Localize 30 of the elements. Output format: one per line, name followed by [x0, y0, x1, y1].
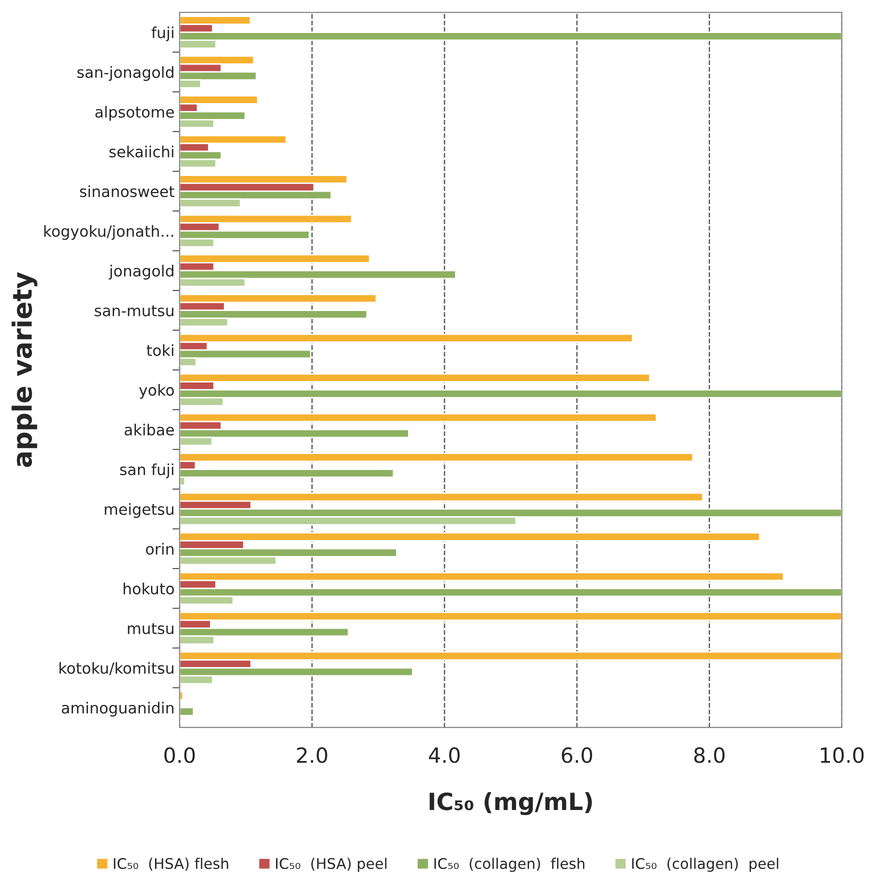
y-tick-label: toki: [146, 344, 174, 356]
y-tick-label: hokuto: [124, 582, 174, 594]
y-tick-label: alpsotome: [95, 106, 174, 121]
x-tick-label: 6.0: [562, 747, 592, 764]
x-axis-title: IC₅₀ (mg/mL): [430, 792, 592, 816]
y-tick-label: fuji: [152, 26, 174, 42]
y-tick-label: orin: [146, 542, 174, 555]
x-tick-label: 10.0: [820, 747, 864, 764]
y-axis-title: apple variety: [12, 272, 38, 468]
y-tick-label: kogyoku/jonath...: [44, 225, 174, 240]
legend-label: IC₅₀ (HSA) flesh: [114, 858, 228, 871]
y-tick-label: jonagold: [108, 264, 174, 280]
y-tick-label: kotoku/komitsu: [60, 662, 174, 676]
x-tick-label: 8.0: [694, 747, 725, 764]
x-tick-label: 0.0: [164, 747, 195, 764]
x-tick-label: 4.0: [428, 747, 460, 764]
legend-label: IC₅₀ (HSA) peel: [276, 858, 386, 872]
y-tick-label: akibae: [124, 424, 174, 436]
y-tick-label: aminoguanidin: [62, 702, 174, 717]
legend-label: IC₅₀ (collagen) flesh: [434, 858, 584, 872]
y-tick-label: mutsu: [128, 623, 174, 634]
y-tick-label: yoko: [139, 384, 174, 399]
legend-label: IC₅₀ (collagen) peel: [632, 858, 778, 872]
y-tick-label: san fuji: [120, 463, 174, 478]
y-tick-label: san-jonagold: [77, 66, 174, 81]
y-tick-label: sinanosweet: [80, 185, 174, 198]
x-tick-label: 2.0: [296, 747, 328, 764]
y-tick-label: san-mutsu: [94, 305, 174, 316]
y-tick-label: sekaiichi: [109, 146, 174, 158]
y-tick-label: meigetsu: [104, 503, 174, 518]
